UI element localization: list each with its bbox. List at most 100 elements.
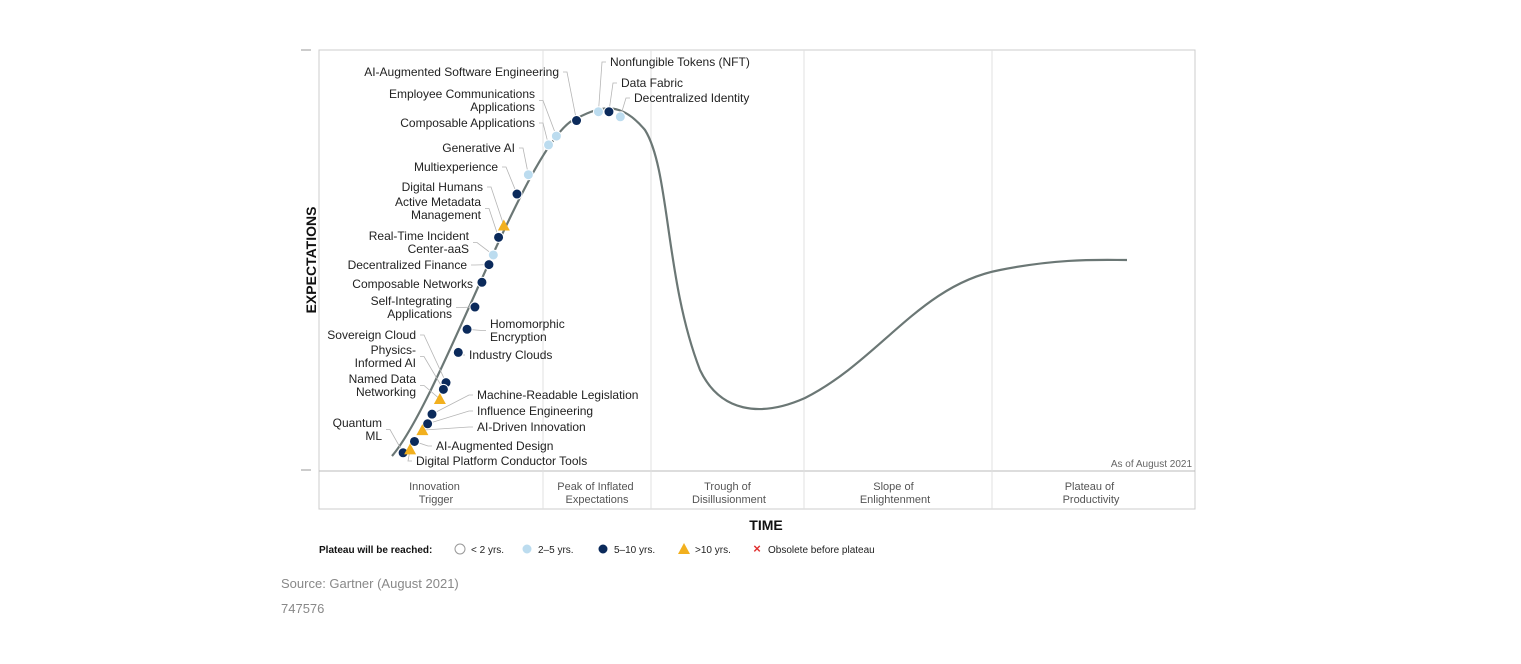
point-label: Composable Networks [352,277,473,291]
point-label: AI-Augmented Design [436,439,553,453]
point-label-line: Generative AI [442,141,515,155]
point-marker [511,188,523,200]
point-label-line: Applications [387,307,452,321]
phase-label-line: Productivity [1063,494,1120,506]
phase-label-line: Disillusionment [692,494,766,506]
point-label: Decentralized Finance [348,258,468,272]
leader-line [422,426,473,431]
point-label-line: Nonfungible Tokens (NFT) [610,55,750,69]
legend-2to5-label: 2–5 yrs. [538,545,574,556]
phase-label-peak: Peak of Inflated Expectations [557,481,637,506]
point-marker [592,106,604,118]
point-label: Multiexperience [414,160,498,174]
point-label: Decentralized Identity [634,91,749,105]
point-marker [483,259,495,271]
point-marker [408,435,420,447]
point-marker [404,443,417,455]
point-label-line: Composable Networks [352,277,473,291]
point-marker [603,106,615,118]
phase-label-line: Trough of [704,481,752,493]
point-marker [571,115,583,127]
point-label-line: Homomorphic [490,317,565,331]
leader-line [608,82,617,112]
point-marker [476,276,488,288]
plot-frame [318,49,1196,510]
point-label: Digital Platform Conductor Tools [416,454,587,468]
point-label-line: Management [411,208,482,222]
source-note: Source: Gartner (August 2021) [281,576,459,591]
leader-line [539,122,549,146]
point-marker [422,418,434,430]
point-marker [614,111,626,123]
point-marker [550,130,562,142]
point-label-line: Real-Time Incident [369,229,470,243]
point-marker [416,424,429,436]
point-marker [469,301,481,313]
legend-gt10-label: >10 yrs. [695,545,731,556]
point-label-line: Informed AI [355,356,416,370]
phase-label-trough: Trough of Disillusionment [692,481,766,506]
point-label-line: Active Metadata [395,195,481,209]
as-of-note: As of August 2021 [1111,459,1193,470]
point-label-line: AI-Augmented Design [436,439,553,453]
point-label: Nonfungible Tokens (NFT) [610,55,750,69]
point-label: Quantum ML [333,416,383,443]
legend-lt2-label: < 2 yrs. [471,545,504,556]
point-label-line: Data Fabric [621,76,683,90]
leader-line [487,186,505,226]
phase-label-line: Enlightenment [860,494,930,506]
leader-line [502,166,518,195]
document-id: 747576 [281,601,325,616]
point-label-line: AI-Augmented Software Engineering [364,65,559,79]
point-label-line: AI-Driven Innovation [477,420,586,434]
point-label-line: Multiexperience [414,160,498,174]
point-marker [433,393,446,405]
point-label: Employee Communications Applications [389,87,535,114]
point-label: Self-Integrating Applications [371,294,452,321]
point-label-line: Quantum [333,416,382,430]
point-label: Named Data Networking [349,372,417,399]
point-label-line: Center-aaS [408,242,469,256]
point-label: AI-Driven Innovation [477,420,586,434]
point-label-line: Industry Clouds [469,348,552,362]
legend-lt2-marker [454,543,466,555]
point-marker [426,408,438,420]
phase-label-line: Innovation [409,481,460,493]
point-marker [461,323,473,335]
x-axis-title: TIME [749,517,782,533]
leader-line [563,71,577,121]
legend-obsolete-marker: × [753,541,761,556]
leader-line [598,61,606,112]
point-marker [522,169,534,181]
phase-label-plateau: Plateau of Productivity [1063,481,1120,506]
legend-5to10-marker [597,543,609,555]
point-marker [487,249,499,261]
point-label: Generative AI [442,141,515,155]
phase-label-line: Expectations [566,494,629,506]
phase-label-line: Peak of Inflated [557,481,633,493]
point-marker [497,219,510,231]
legend-2to5-marker [521,543,533,555]
point-label: Influence Engineering [477,404,593,418]
point-label: AI-Augmented Software Engineering [364,65,559,79]
legend-title: Plateau will be reached: [319,545,432,556]
leader-line [485,208,499,238]
point-label: Digital Humans [402,180,483,194]
point-label: Industry Clouds [469,348,552,362]
point-label-line: Composable Applications [400,116,535,130]
leader-line [420,334,447,383]
legend-5to10-label: 5–10 yrs. [614,545,655,556]
y-axis-title: EXPECTATIONS [303,207,319,314]
point-label-line: ML [365,429,382,443]
leader-line [473,242,494,256]
point-marker [493,231,505,243]
leader-line [619,97,630,117]
legend: Plateau will be reached: < 2 yrs. 2–5 yrs… [319,541,875,556]
point-label-line: Machine-Readable Legislation [477,388,638,402]
leader-line [420,356,444,390]
point-markers [397,106,626,459]
point-marker [437,383,449,395]
point-label: Homomorphic Encryption [490,317,565,344]
point-label: Data Fabric [621,76,683,90]
